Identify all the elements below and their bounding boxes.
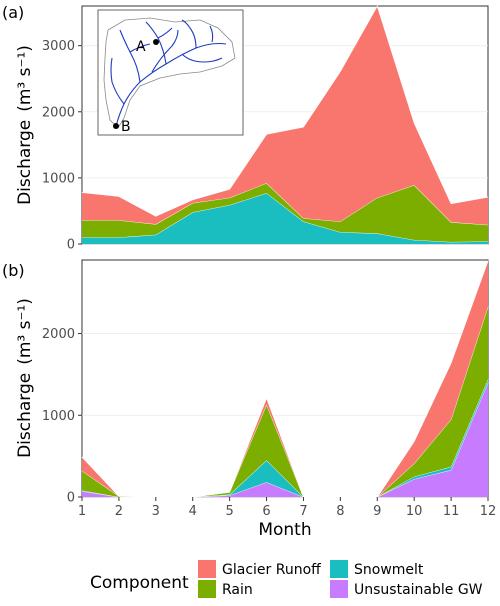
y-tick-label: 2000 (42, 105, 75, 120)
area-snowmelt (82, 193, 488, 244)
legend-label: Unsustainable GW (354, 582, 483, 598)
x-tick-label: 11 (443, 504, 460, 519)
x-tick-label: 12 (480, 504, 497, 519)
legend: Component Glacier Runoff Snowmelt Rain Unsu… (90, 560, 483, 598)
legend-label: Glacier Runoff (222, 562, 321, 578)
station-b-label: B (121, 119, 131, 135)
panel-a: 0 1000 2000 3000 Discharge(m³ s⁻¹) A (15, 5, 489, 253)
x-tick-label: 1 (78, 504, 86, 519)
panel-b-areas (81, 260, 489, 498)
panel-a-tag: (a) (2, 3, 24, 22)
panel-a-y-axis-title: Discharge(m³ s⁻¹) (15, 45, 35, 205)
y-tick-label: 0 (67, 491, 75, 506)
area-unsustainable-gw (82, 382, 488, 497)
x-tick-label: 7 (299, 504, 307, 519)
legend-label: Snowmelt (354, 562, 424, 578)
station-a-label: A (136, 39, 146, 55)
y-tick-label: 3000 (42, 39, 75, 54)
panel-b-tag: (b) (2, 261, 25, 280)
legend-title: Component (90, 573, 189, 593)
panel-b-y-axis-title: Discharge(m³ s⁻¹) (15, 298, 35, 458)
station-b-marker (113, 123, 119, 129)
y-tick-label: 2000 (42, 327, 75, 342)
legend-label: Rain (222, 582, 253, 598)
legend-swatch (330, 560, 348, 578)
x-tick-label: 6 (262, 504, 270, 519)
x-axis-title: Month (258, 520, 311, 540)
y-tick-label: 1000 (42, 409, 75, 424)
x-tick-label: 3 (152, 504, 160, 519)
area-rain (82, 183, 488, 243)
inset-map: A B (97, 9, 244, 136)
legend-items: Glacier Runoff Snowmelt Rain Unsustainable … (198, 560, 483, 598)
legend-swatch (198, 580, 216, 598)
panel-a-areas (81, 5, 489, 244)
x-tick-label: 9 (373, 504, 381, 519)
panel-b-y-ticks: 0 1000 2000 (42, 327, 82, 506)
river-network (110, 19, 227, 127)
area-boundary-glacier-runoff (81, 260, 489, 498)
panel-a-y-ticks: 0 1000 2000 3000 (42, 39, 82, 253)
station-a-marker (153, 39, 159, 45)
legend-swatch (330, 580, 348, 598)
area-glacier-runoff (82, 6, 488, 225)
y-tick-label: 1000 (42, 171, 75, 186)
x-tick-label: 10 (406, 504, 423, 519)
area-rain (82, 306, 488, 497)
panel-b-x-ticks: 1 2 3 4 5 6 7 8 9 10 11 12 (78, 497, 496, 519)
area-boundary-glacier-runoff (81, 5, 489, 217)
x-tick-label: 2 (115, 504, 123, 519)
y-tick-label: 0 (67, 238, 75, 253)
legend-swatch (198, 560, 216, 578)
area-glacier-runoff (82, 260, 488, 497)
x-tick-label: 4 (189, 504, 197, 519)
x-tick-label: 8 (336, 504, 344, 519)
x-tick-label: 5 (225, 504, 233, 519)
